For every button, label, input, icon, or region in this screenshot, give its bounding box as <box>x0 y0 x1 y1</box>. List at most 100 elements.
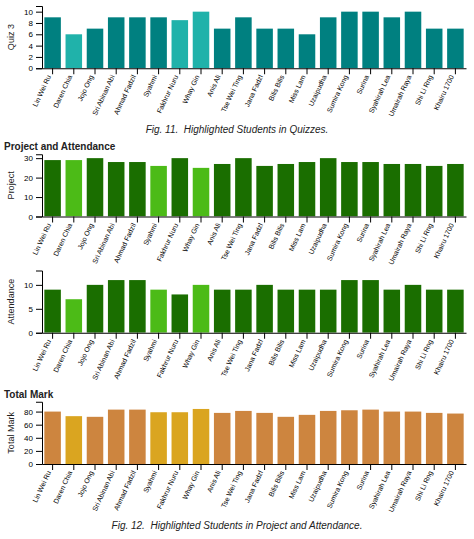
x-tick-mark <box>243 333 244 339</box>
bar <box>447 414 464 464</box>
x-tick-mark <box>434 464 435 470</box>
x-axis-line <box>43 333 467 334</box>
x-tick: Shi Li Rng <box>414 333 435 371</box>
x-tick-label: Miss Lam <box>288 222 307 252</box>
bar <box>447 290 464 333</box>
x-axis: Lin Wei RuDaren ChiaJojo OngSri Abinan A… <box>31 333 466 383</box>
x-tick-label: Syahirah Lea <box>368 338 393 379</box>
y-tick-label: 0 <box>29 460 34 469</box>
x-tick-mark <box>264 68 265 74</box>
bar <box>44 290 61 333</box>
y-axis-title: Total Mark <box>6 412 16 454</box>
x-tick-label: Jojo Ong <box>76 222 95 251</box>
bar <box>341 162 358 216</box>
x-tick-label: Umairah Raya <box>387 74 413 118</box>
bar <box>447 29 464 69</box>
bar <box>172 158 189 216</box>
x-tick: Uzaipudha <box>307 68 328 107</box>
x-tick: Ahmad Fadzil <box>113 464 138 511</box>
x-tick-label: Tse Wei Ting <box>220 222 244 262</box>
y-tick-label: 0 <box>29 213 34 222</box>
bar <box>87 158 104 216</box>
bar <box>278 29 295 69</box>
x-tick-label: Umairah Raya <box>387 470 413 514</box>
x-tick-label: Uzaipudha <box>307 470 328 504</box>
x-tick-mark <box>285 217 286 223</box>
bar <box>66 34 83 68</box>
bar <box>66 299 83 333</box>
x-tick-label: Ahmad Fadzil <box>113 338 138 380</box>
x-tick: Surina <box>355 68 370 95</box>
x-tick-label: Miss Lam <box>288 470 307 500</box>
x-tick-mark <box>413 464 414 470</box>
y-tick: 0 <box>29 460 42 469</box>
x-tick-mark <box>328 217 329 223</box>
x-tick: Jana Fadzl <box>243 333 264 373</box>
bar <box>362 162 379 216</box>
x-tick-mark <box>201 217 202 223</box>
x-tick: Sri Abinan Abi <box>91 464 116 512</box>
bar <box>405 164 422 217</box>
x-tick-mark <box>391 333 392 339</box>
x-tick-label: Sri Abinan Abi <box>91 74 116 117</box>
x-tick-label: Lin Wei Ru <box>31 222 52 256</box>
bar <box>235 290 252 333</box>
x-tick-mark <box>434 333 435 339</box>
bar <box>44 17 61 68</box>
x-tick-label: Anis Ali <box>206 74 222 98</box>
y-tick: 60 <box>24 421 42 430</box>
x-tick-label: Ahmad Fadzil <box>113 74 138 116</box>
x-tick-label: Daren Chia <box>52 222 73 257</box>
x-tick-label: Bilis Bilis <box>267 222 285 250</box>
x-tick: Whay Gin <box>181 333 201 370</box>
x-tick-label: Sri Abinan Abi <box>91 469 116 512</box>
x-tick-mark <box>434 68 435 74</box>
x-tick-mark <box>52 217 53 223</box>
bar <box>44 160 61 216</box>
x-tick-mark <box>391 68 392 74</box>
x-tick-label: Syahirah Lea <box>368 74 393 115</box>
y-tick-label: 0 <box>29 329 34 338</box>
x-tick: Syahirah Lea <box>368 217 393 263</box>
y-tick: 8 <box>29 19 42 28</box>
bar <box>278 164 295 217</box>
x-tick-mark <box>243 464 244 470</box>
x-tick: Anis Ali <box>206 217 222 246</box>
y-tick-label: 20 <box>24 174 33 183</box>
x-tick-label: Syahmi <box>142 74 159 99</box>
x-tick: Whay Gin <box>181 217 201 254</box>
x-tick: Whay Gin <box>181 464 201 501</box>
bar <box>193 12 210 69</box>
bar <box>44 412 61 464</box>
x-tick-label: Sumira Kong <box>326 470 350 510</box>
x-tick-mark <box>455 68 456 74</box>
x-tick: Sri Abinan Abi <box>91 333 116 381</box>
x-tick: Khairu 1700 <box>433 464 456 507</box>
x-tick-label: Surina <box>355 470 370 491</box>
x-tick-mark <box>413 68 414 74</box>
x-tick-mark <box>222 464 223 470</box>
y-tick-mark <box>36 438 42 439</box>
y-axis: 0102030 <box>24 154 42 221</box>
bar <box>108 410 125 464</box>
bar <box>193 285 210 333</box>
x-tick-mark <box>52 68 53 74</box>
bar <box>256 413 273 464</box>
y-tick-label: 2 <box>29 53 34 62</box>
x-tick-mark <box>179 333 180 339</box>
x-tick-mark <box>158 217 159 223</box>
x-tick-mark <box>328 464 329 470</box>
x-tick-label: Khairu 1700 <box>433 222 455 259</box>
x-tick: Lin Wei Ru <box>31 464 52 504</box>
y-tick-mark <box>36 285 42 286</box>
bar <box>172 412 189 464</box>
x-tick: Khairu 1700 <box>433 68 456 111</box>
x-tick-mark <box>73 217 74 223</box>
x-tick-mark <box>179 464 180 470</box>
x-tick: Shi Li Rng <box>414 217 435 255</box>
bar <box>256 29 273 69</box>
x-tick-label: Daren Chia <box>52 338 73 373</box>
x-tick: Uzaipudha <box>307 333 328 372</box>
x-tick-mark <box>307 333 308 339</box>
x-tick: Ahmad Fadzil <box>113 333 138 380</box>
